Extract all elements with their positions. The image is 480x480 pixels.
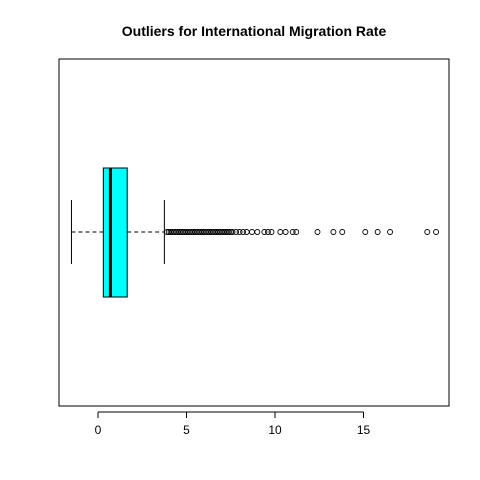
box-group [70, 167, 165, 298]
outlier-point [282, 229, 289, 235]
chart-title: Outliers for International Migration Rat… [122, 23, 387, 39]
outlier-point [433, 229, 440, 235]
outlier-point [314, 229, 321, 235]
outlier-point [249, 229, 255, 235]
outlier-point [424, 229, 431, 235]
outlier-point [374, 229, 381, 235]
outlier-point [236, 229, 243, 235]
outlier-group [164, 229, 440, 235]
outlier-point [229, 229, 236, 235]
outlier-point [233, 229, 240, 235]
outlier-point [264, 229, 271, 235]
outlier-point [330, 229, 337, 235]
outlier-point [268, 229, 275, 235]
outlier-point [293, 229, 300, 235]
outlier-point [261, 229, 268, 235]
outlier-point [362, 229, 369, 235]
outlier-point [254, 229, 261, 235]
outlier-point [277, 229, 284, 235]
outlier-point [339, 229, 346, 235]
x-tick-label: 10 [268, 423, 282, 437]
outlier-point [240, 229, 247, 235]
outlier-point [289, 229, 296, 235]
outlier-point [226, 229, 232, 235]
plot-frame [58, 58, 450, 407]
iqr-box [102, 167, 128, 298]
x-tick-label: 15 [357, 423, 371, 437]
outlier-point [387, 229, 393, 235]
x-axis: 0 5 10 15 [95, 411, 371, 437]
x-tick-label: 5 [183, 423, 190, 437]
x-tick-label: 0 [95, 423, 102, 437]
outlier-point [243, 229, 250, 235]
